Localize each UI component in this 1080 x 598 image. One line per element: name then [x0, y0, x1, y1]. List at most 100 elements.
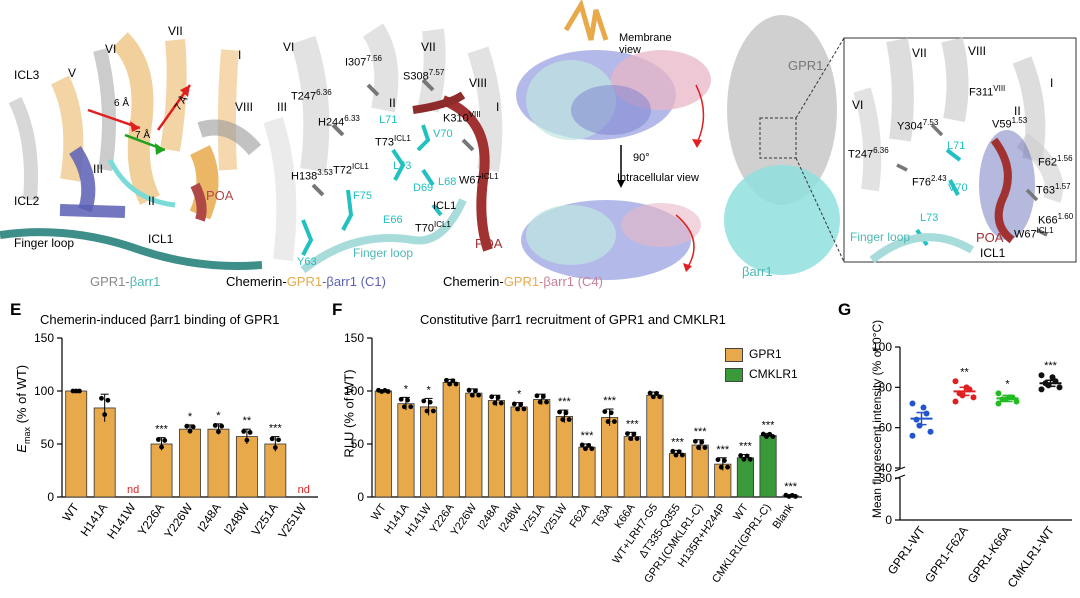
- chart-f-sig-11: ***: [626, 418, 640, 430]
- chart-e-xlabel-6: I248W: [221, 500, 253, 537]
- helix-blue-2: [59, 204, 126, 218]
- chart-f-bar-5: [487, 400, 506, 498]
- chart-e-bar-0: [65, 390, 88, 498]
- barr1-surface-d: [724, 165, 840, 275]
- label-b-s308: S3087.57: [403, 68, 444, 83]
- chart-g-point-0-3: [913, 416, 920, 423]
- chart-f-dot-12-0: [647, 390, 653, 396]
- chart-f-dot-10-3: [612, 419, 617, 424]
- chart-f-dot-3-3: [453, 381, 459, 387]
- label-a-v: V: [68, 66, 77, 80]
- helix-grey-2: [197, 119, 262, 156]
- chart-f-dot-15-1: [718, 464, 724, 470]
- chart-e-dot-4-2: [190, 424, 196, 430]
- chart-f-bar-3: [442, 382, 460, 498]
- chart-f-dot-0-3: [385, 389, 391, 394]
- label-b-h244: H2446.33: [318, 114, 360, 129]
- chart-f-title: Constitutive βarr1 recruitment of GPR1 a…: [420, 312, 726, 327]
- chart-f-dot-13-3: [679, 452, 685, 458]
- label-b-y63: Y63: [297, 256, 317, 268]
- chart-f-dot-15-2: [721, 458, 727, 463]
- finger-loop-b: [300, 198, 467, 274]
- chart-f-sig-6: *: [517, 389, 522, 401]
- chart-f-dot-2-2: [427, 399, 433, 405]
- chart-e-dot-5-0: [212, 423, 218, 428]
- chart-g-xlabel-0: GPR1-WT: [885, 523, 929, 577]
- label-b-k310-res: K310: [443, 112, 469, 125]
- chart-f-dot-16-1: [741, 456, 747, 462]
- c4-surface-bottom: [621, 203, 701, 247]
- label-d-viii: VIII: [968, 44, 987, 58]
- label-b-ii: II: [389, 96, 396, 110]
- label-d-t63-res: T63: [1036, 184, 1055, 197]
- chart-f-ytick-label-0: 0: [357, 490, 364, 504]
- label-b-t247: T2476.36: [291, 88, 332, 103]
- chart-f-dot-9-3: [589, 446, 595, 452]
- label-b-i307: I3077.56: [345, 54, 382, 69]
- label-c-membrane-view: Membrane view: [619, 32, 672, 56]
- label-b-t70: T70ICL1: [415, 220, 451, 235]
- chart-e: 050100150WTH141AndH141W***Y226A*Y226W*I2…: [34, 331, 318, 541]
- helix-grey-1: [93, 48, 116, 172]
- chart-e-sig-5: *: [216, 410, 221, 422]
- chart-e-sig-7: ***: [269, 423, 283, 435]
- panel-a-structure: [0, 0, 262, 300]
- chart-f-dot-18-3: [793, 494, 798, 499]
- panel-d: D: [722, 0, 1080, 300]
- chart-f-bar-12: [646, 394, 664, 498]
- label-a-poa: POA: [206, 188, 234, 203]
- chart-g-point-0-0: [909, 400, 916, 407]
- chart-f-bar-10: [601, 417, 619, 498]
- label-d-f311-sup: VIII: [993, 84, 1006, 93]
- label-b-t70-sup: ICL1: [433, 220, 451, 229]
- chart-g-ytick-label-1: 30: [879, 471, 893, 485]
- label-b-t73: T73ICL1: [375, 134, 411, 149]
- chart-e-dot-6-1: [244, 437, 250, 443]
- chart-f-bar-11: [623, 436, 641, 498]
- chart-g-ytick-label-0: 0: [885, 513, 892, 527]
- chart-f-dot-13-2: [676, 449, 682, 455]
- label-d-l71: L71: [947, 140, 966, 152]
- label-d-w67-sup: ICL1: [1036, 226, 1054, 235]
- chart-f-ytick-label-2: 100: [344, 384, 364, 398]
- label-d-w67-res: W67: [1014, 228, 1037, 241]
- chart-f-dot-8-0: [557, 409, 562, 415]
- caption-c: Chemerin-GPR1-βarr1 (C4): [443, 274, 603, 289]
- chart-f-dot-3-1: [447, 381, 453, 387]
- label-b-iii: III: [277, 100, 288, 114]
- chart-g-point-1-6: [952, 398, 959, 405]
- label-b-k310: K310VIII: [443, 110, 481, 125]
- label-d-f76-num: 2.43: [930, 174, 947, 183]
- chart-f-dot-11-2: [631, 431, 637, 437]
- caption-a-gpr1: GPR1-: [90, 274, 130, 289]
- chart-f-bar-2: [420, 406, 438, 498]
- helix-grey-3: [8, 96, 38, 201]
- structure-panels: A: [0, 0, 1080, 300]
- chart-f-dot-1-2: [405, 397, 410, 403]
- chart-f-sig-1: *: [404, 383, 409, 395]
- chart-e-dot-3-1: [159, 444, 164, 450]
- chart-f-bar-9: [578, 446, 596, 498]
- chart-f-dot-4-3: [476, 392, 482, 398]
- label-b-i307-num: 7.56: [366, 54, 382, 63]
- chart-f-dot-9-2: [586, 442, 591, 448]
- chart-f-dot-3-0: [444, 377, 449, 383]
- chart-g: 030406080100GPR1-WT**GPR1-F62A*GPR1-K66A…: [872, 340, 1072, 590]
- caption-b-chemerin: Chemerin-: [226, 274, 287, 289]
- caption-a-barr1: βarr1: [129, 274, 161, 289]
- label-a-icl3: ICL3: [14, 68, 40, 82]
- label-b-k310-sup: VIII: [468, 110, 481, 119]
- label-b-s308-num: 7.57: [428, 68, 445, 77]
- chart-f-sig-13: ***: [671, 436, 685, 448]
- chart-f-dot-16-0: [738, 453, 744, 458]
- chart-e-dot-4-1: [187, 428, 193, 434]
- chart-e-dot-1-0: [99, 395, 104, 401]
- label-b-l73: L73: [393, 160, 412, 172]
- chart-e-sig-2: nd: [127, 484, 139, 496]
- chart-f-bar-16: [736, 457, 754, 498]
- helix-blue-1: [69, 146, 96, 213]
- chart-f-dot-16-2: [744, 453, 750, 459]
- label-d-f311-res: F311: [969, 86, 994, 99]
- chart-f-bar-4: [465, 392, 483, 498]
- chart-f-dot-11-0: [625, 431, 630, 437]
